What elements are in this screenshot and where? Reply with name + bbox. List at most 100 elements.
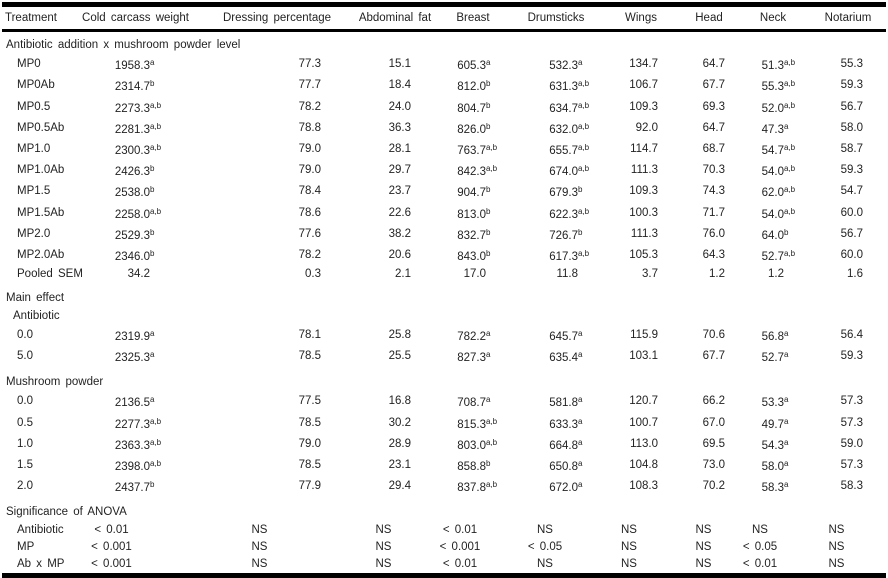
cell-value: 67.7	[702, 350, 725, 363]
cell-value: 64.3	[702, 249, 725, 262]
value-cell: 635.4a	[549, 350, 583, 365]
value-cell: 34.2	[73, 266, 198, 283]
value-cell: 79.0	[198, 139, 356, 160]
table-body: Antibiotic addition x mushroom powder le…	[2, 31, 886, 576]
significance-cell: NS	[375, 523, 392, 536]
row-label: MP2.0Ab	[17, 249, 65, 262]
cell-value: 54.0	[761, 166, 784, 179]
significance-cell: < 0.05	[742, 540, 778, 553]
cell-value: 56.7	[840, 100, 863, 113]
cell-value: 104.8	[629, 459, 658, 472]
significance-cell: NS	[695, 540, 712, 553]
column-header: Notarium	[810, 4, 886, 32]
value-cell: 36.3	[356, 118, 434, 139]
value-cell: 11.8	[512, 266, 600, 283]
value-cell: 843.0b	[457, 249, 491, 264]
value-cell: 59.3	[810, 346, 886, 367]
table-row: 0.5 2277.3a,b 78.5 30.2 815.3a,b 633.3a 100.7 6…	[2, 413, 886, 434]
cell-value: 674.0	[549, 166, 578, 179]
value-cell: 837.8a,b	[457, 480, 498, 495]
value-cell: 64.7	[682, 54, 736, 75]
cell-value: 782.2	[457, 330, 486, 343]
column-header: Wings	[600, 4, 682, 32]
value-cell: 109.3	[600, 97, 682, 118]
cell-value: 812.0	[457, 81, 486, 94]
significance-cell: < 0.01	[742, 558, 778, 571]
value-cell: 1.6	[810, 266, 886, 283]
cell-value: 111.3	[630, 164, 658, 177]
table-row: 2.0 2437.7b 77.9 29.4 837.8a,b 672.0a 108.3 70.…	[2, 476, 886, 497]
value-cell: 56.7	[810, 224, 886, 245]
value-cell: 664.8a	[549, 437, 583, 452]
value-cell: 62.0a,b	[761, 185, 796, 200]
cell-value: 633.3	[549, 418, 578, 431]
value-cell: 51.3a,b	[761, 58, 796, 73]
cell-value: 24.0	[388, 100, 411, 113]
column-header: Neck	[736, 4, 810, 32]
value-cell: 70.3	[682, 160, 736, 181]
table-row: MP2.0Ab 2346.0b 78.2 20.6 843.0b 617.3a,b 105.…	[2, 245, 886, 266]
value-cell: 2363.3a,b	[114, 437, 162, 452]
value-cell: 617.3a,b	[549, 249, 590, 264]
cell-value: 2.1	[395, 268, 411, 281]
significance-cell: NS	[621, 558, 637, 571]
cell-value: 78.5	[298, 459, 321, 472]
table-row: Mushroom powder	[2, 367, 886, 391]
significance-cell: NS	[828, 523, 845, 536]
cell-value: 70.3	[702, 164, 725, 177]
cell-value: 632.0	[549, 123, 578, 136]
section-label: Antibiotic addition x mushroom powder le…	[6, 39, 241, 51]
significance-cell: NS	[695, 558, 712, 571]
value-cell: 1958.3a	[114, 58, 155, 73]
table-row: Antibiotic < 0.01 NS NS < 0.01 NS NS NS NS NS	[2, 522, 886, 539]
cell-value: 52.0	[761, 102, 784, 115]
value-cell: 25.5	[356, 346, 434, 367]
value-cell: 532.3a	[549, 58, 583, 73]
cell-value: 78.6	[298, 206, 321, 219]
cell-value: 2273.3	[114, 102, 150, 115]
value-cell: 59.3	[810, 160, 886, 181]
significance-cell: < 0.001	[439, 540, 481, 553]
table-row: MP1.5Ab 2258.0a,b 78.6 22.6 813.0b 622.3a,b 10…	[2, 203, 886, 224]
value-cell: 111.3	[600, 224, 682, 245]
value-cell: 29.4	[356, 476, 434, 497]
value-cell: 2538.0b	[114, 185, 155, 200]
cell-value: 2325.3	[114, 352, 150, 365]
cell-value: 78.5	[298, 416, 321, 429]
value-cell: 71.7	[682, 203, 736, 224]
cell-value: 2136.5	[114, 397, 150, 410]
cell-value: 77.9	[298, 480, 321, 493]
cell-value: 67.7	[702, 79, 725, 92]
value-cell: 2426.3b	[114, 164, 155, 179]
value-cell: 56.7	[810, 97, 886, 118]
cell-value: 76.0	[702, 227, 725, 240]
cell-value: 79.0	[298, 143, 321, 156]
cell-value: 47.3	[761, 123, 784, 136]
section-label: Significance of ANOVA	[6, 506, 127, 519]
cell-value: 38.2	[388, 227, 411, 240]
value-cell: 70.2	[682, 476, 736, 497]
significance-cell: NS	[695, 523, 712, 536]
value-cell: 2258.0a,b	[114, 206, 162, 221]
cell-value: 842.3	[457, 166, 486, 179]
cell-value: 58.0	[840, 121, 863, 134]
table-row: MP0.5 2273.3a,b 78.2 24.0 804.7b 634.7a,b 109.…	[2, 97, 886, 118]
row-label: Pooled SEM	[17, 268, 83, 281]
value-cell: 726.7b	[549, 227, 583, 242]
value-cell: 56.8a	[761, 328, 789, 343]
cell-value: 605.3	[457, 60, 486, 73]
cell-value: 2319.9	[114, 330, 150, 343]
value-cell: 57.3	[810, 455, 886, 476]
value-cell: 2398.0a,b	[114, 459, 162, 474]
cell-value: 105.3	[629, 249, 658, 262]
value-cell: 77.3	[198, 54, 356, 75]
cell-value: 70.6	[702, 328, 725, 341]
value-cell: 1.2	[682, 266, 736, 283]
cell-value: 17.0	[463, 268, 486, 281]
row-label: MP0.5Ab	[17, 121, 65, 134]
value-cell: 804.7b	[457, 100, 491, 115]
cell-value: 54.7	[761, 145, 784, 158]
value-cell: 622.3a,b	[549, 206, 590, 221]
cell-value: 62.0	[761, 187, 784, 200]
column-header: Treatment	[2, 4, 73, 32]
